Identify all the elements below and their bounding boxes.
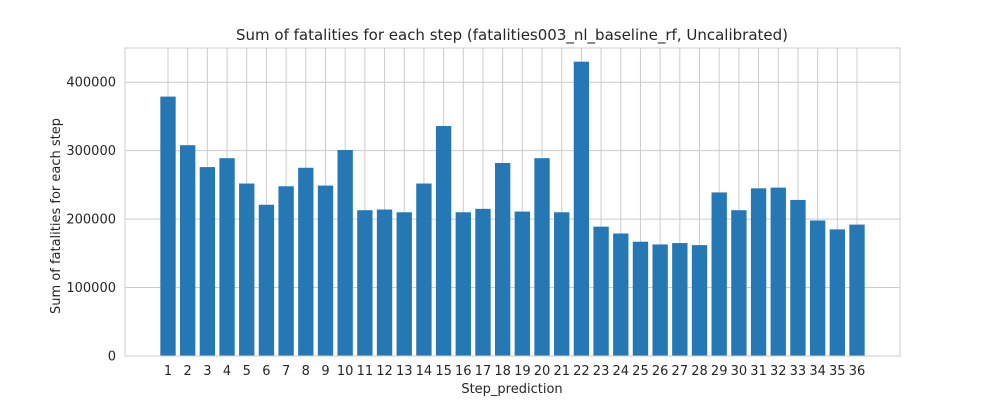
x-tick-label: 21	[553, 364, 570, 379]
bar-step-4	[219, 158, 235, 356]
chart-title: Sum of fatalities for each step (fatalit…	[236, 26, 788, 45]
bar-step-34	[809, 220, 826, 356]
bar-step-15	[435, 126, 452, 356]
x-tick-label: 22	[573, 364, 590, 379]
x-tick-label: 34	[809, 364, 826, 379]
y-axis-label: Sum of fatalities for each step	[49, 118, 64, 314]
x-tick-label: 29	[711, 364, 728, 379]
x-tick-label: 31	[750, 364, 767, 379]
y-tick-label: 300000	[66, 144, 116, 159]
bar-step-3	[199, 167, 216, 356]
x-tick-label: 24	[612, 364, 629, 379]
bar-step-11	[357, 210, 373, 356]
bar-step-1	[160, 96, 176, 357]
bar-step-14	[416, 183, 432, 356]
y-tick-label: 100000	[66, 281, 116, 296]
y-tick-labels: 0 100000 200000 300000 400000	[66, 76, 116, 365]
x-tick-label: 12	[376, 364, 393, 379]
x-tick-label: 11	[357, 364, 374, 379]
x-tick-label: 17	[475, 364, 492, 379]
bar-step-12	[376, 209, 393, 356]
x-tick-label: 10	[337, 364, 354, 379]
plot-frame	[124, 47, 901, 357]
bar-step-18	[494, 162, 511, 356]
x-tick-label: 36	[849, 364, 866, 379]
bar-step-36	[849, 224, 865, 356]
bar-step-6	[258, 204, 275, 356]
bar-step-25	[632, 241, 649, 356]
x-tick-label: 4	[223, 364, 231, 379]
bar-step-19	[514, 211, 531, 356]
bar-step-26	[652, 244, 668, 356]
x-tick-label: 19	[514, 364, 531, 379]
bar-step-5	[239, 183, 255, 356]
x-tick-label: 30	[731, 364, 748, 379]
bar-step-33	[790, 199, 806, 356]
bar-step-28	[691, 245, 708, 356]
bar-step-23	[593, 226, 609, 356]
x-tick-label: 28	[691, 364, 708, 379]
x-tick-label: 33	[790, 364, 807, 379]
x-tick-label: 1	[164, 364, 172, 379]
y-tick-label: 400000	[66, 76, 116, 91]
x-tick-labels: 1 2 3 4 5 6 7 8 9 10 11 12 13 14 15 16 17 18 19 20 21 22 23 24 2…	[164, 364, 865, 379]
bar-step-8	[298, 167, 314, 356]
bar-step-29	[711, 192, 727, 356]
bar-step-13	[396, 212, 412, 356]
bar-step-16	[455, 212, 471, 356]
bar-step-17	[475, 208, 491, 356]
bar-step-31	[750, 188, 767, 356]
bar-step-24	[613, 233, 629, 356]
x-tick-label: 20	[534, 364, 551, 379]
x-tick-label: 15	[435, 364, 452, 379]
bars	[160, 61, 865, 357]
x-tick-label: 35	[829, 364, 846, 379]
bar-step-22	[573, 61, 590, 356]
x-tick-label: 5	[243, 364, 251, 379]
x-tick-label: 25	[632, 364, 649, 379]
bar-step-35	[829, 229, 845, 356]
bar-step-32	[770, 187, 786, 356]
x-tick-label: 2	[184, 364, 192, 379]
bar-step-30	[731, 210, 747, 356]
bar-step-7	[278, 186, 294, 356]
x-tick-label: 6	[262, 364, 270, 379]
bar-step-9	[317, 185, 334, 356]
x-tick-label: 16	[455, 364, 472, 379]
y-tick-label: 0	[108, 350, 116, 365]
bar-step-10	[337, 149, 353, 356]
bar-step-2	[180, 145, 196, 356]
bar-step-20	[534, 158, 550, 356]
bar-step-21	[554, 212, 570, 356]
x-tick-label: 8	[302, 364, 310, 379]
x-tick-label: 18	[494, 364, 511, 379]
x-tick-label: 26	[652, 364, 669, 379]
x-tick-label: 7	[282, 364, 290, 379]
x-tick-label: 3	[203, 364, 211, 379]
x-axis-label: Step_prediction	[461, 382, 562, 397]
x-tick-label: 13	[396, 364, 413, 379]
bar-step-27	[672, 243, 688, 356]
x-tick-label: 27	[672, 364, 689, 379]
x-tick-label: 14	[416, 364, 433, 379]
x-tick-label: 9	[321, 364, 329, 379]
x-tick-label: 32	[770, 364, 787, 379]
y-tick-label: 200000	[66, 213, 116, 228]
x-tick-label: 23	[593, 364, 610, 379]
